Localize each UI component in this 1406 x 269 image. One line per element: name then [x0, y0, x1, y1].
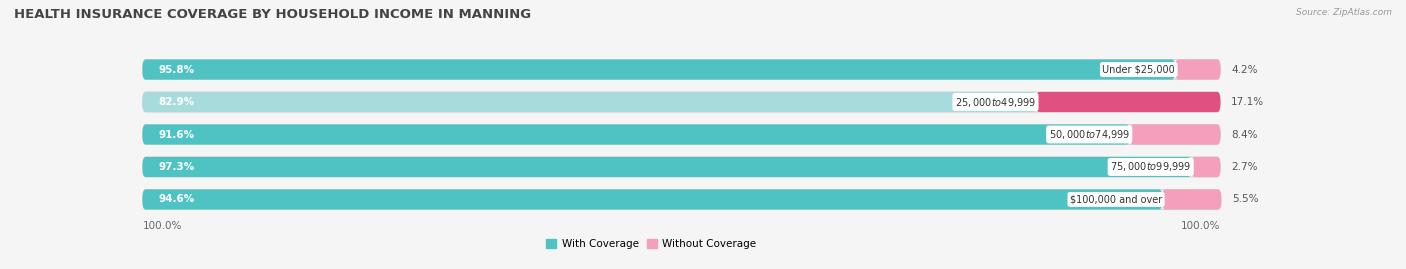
Text: $100,000 and over: $100,000 and over [1070, 194, 1163, 204]
FancyBboxPatch shape [142, 189, 1220, 210]
Text: HEALTH INSURANCE COVERAGE BY HOUSEHOLD INCOME IN MANNING: HEALTH INSURANCE COVERAGE BY HOUSEHOLD I… [14, 8, 531, 21]
FancyBboxPatch shape [142, 92, 1036, 112]
FancyBboxPatch shape [1163, 189, 1222, 210]
Text: 100.0%: 100.0% [1181, 221, 1220, 231]
FancyBboxPatch shape [142, 125, 1130, 144]
Text: 82.9%: 82.9% [159, 97, 195, 107]
Text: 8.4%: 8.4% [1232, 129, 1258, 140]
Text: 97.3%: 97.3% [159, 162, 195, 172]
Text: 95.8%: 95.8% [159, 65, 195, 75]
Text: $50,000 to $74,999: $50,000 to $74,999 [1049, 128, 1130, 141]
FancyBboxPatch shape [142, 59, 1220, 80]
FancyBboxPatch shape [1175, 59, 1220, 80]
FancyBboxPatch shape [142, 59, 1175, 80]
FancyBboxPatch shape [142, 157, 1191, 177]
FancyBboxPatch shape [142, 125, 1220, 144]
Text: $75,000 to $99,999: $75,000 to $99,999 [1111, 161, 1191, 174]
FancyBboxPatch shape [142, 92, 1220, 112]
Text: 4.2%: 4.2% [1232, 65, 1258, 75]
Text: Under $25,000: Under $25,000 [1102, 65, 1175, 75]
FancyBboxPatch shape [142, 157, 1220, 177]
Text: Source: ZipAtlas.com: Source: ZipAtlas.com [1296, 8, 1392, 17]
Text: 100.0%: 100.0% [142, 221, 181, 231]
Text: 91.6%: 91.6% [159, 129, 195, 140]
FancyBboxPatch shape [1130, 125, 1220, 144]
Text: 5.5%: 5.5% [1232, 194, 1258, 204]
Text: 17.1%: 17.1% [1232, 97, 1264, 107]
Text: 2.7%: 2.7% [1232, 162, 1258, 172]
FancyBboxPatch shape [1191, 157, 1220, 177]
Text: $25,000 to $49,999: $25,000 to $49,999 [955, 95, 1036, 108]
Text: 94.6%: 94.6% [159, 194, 195, 204]
FancyBboxPatch shape [1036, 92, 1220, 112]
Legend: With Coverage, Without Coverage: With Coverage, Without Coverage [541, 235, 761, 253]
FancyBboxPatch shape [142, 189, 1163, 210]
